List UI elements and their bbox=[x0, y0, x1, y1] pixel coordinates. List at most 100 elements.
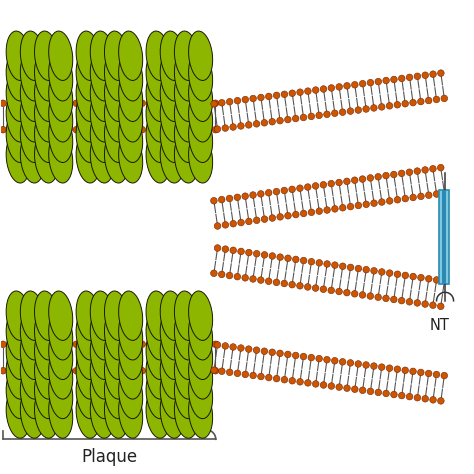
Circle shape bbox=[269, 349, 275, 356]
Circle shape bbox=[441, 190, 448, 196]
Circle shape bbox=[367, 293, 374, 300]
Circle shape bbox=[226, 195, 233, 202]
Circle shape bbox=[190, 127, 197, 133]
Circle shape bbox=[198, 341, 204, 347]
Circle shape bbox=[161, 367, 167, 374]
Circle shape bbox=[242, 371, 249, 378]
Ellipse shape bbox=[174, 291, 199, 340]
Circle shape bbox=[418, 98, 424, 105]
Circle shape bbox=[58, 100, 65, 107]
Circle shape bbox=[168, 367, 175, 374]
Ellipse shape bbox=[90, 134, 114, 183]
Ellipse shape bbox=[20, 330, 45, 380]
Ellipse shape bbox=[6, 31, 30, 81]
Circle shape bbox=[289, 377, 296, 384]
Circle shape bbox=[336, 384, 343, 391]
Circle shape bbox=[297, 283, 303, 289]
Circle shape bbox=[66, 127, 73, 133]
Circle shape bbox=[168, 100, 175, 107]
Circle shape bbox=[312, 381, 319, 387]
Circle shape bbox=[254, 250, 260, 257]
Circle shape bbox=[402, 100, 409, 107]
Circle shape bbox=[386, 198, 393, 204]
Circle shape bbox=[88, 341, 94, 347]
Ellipse shape bbox=[90, 310, 114, 360]
Ellipse shape bbox=[6, 310, 30, 360]
Ellipse shape bbox=[35, 134, 59, 183]
Circle shape bbox=[336, 288, 342, 295]
Circle shape bbox=[269, 215, 276, 221]
Circle shape bbox=[237, 345, 244, 351]
Circle shape bbox=[332, 262, 338, 268]
Ellipse shape bbox=[189, 134, 213, 183]
Ellipse shape bbox=[160, 389, 184, 438]
Circle shape bbox=[58, 341, 65, 347]
Ellipse shape bbox=[189, 330, 213, 380]
Circle shape bbox=[265, 374, 272, 381]
Circle shape bbox=[355, 265, 362, 272]
Circle shape bbox=[242, 96, 249, 103]
Ellipse shape bbox=[49, 369, 73, 419]
Circle shape bbox=[265, 278, 272, 284]
Ellipse shape bbox=[146, 369, 170, 419]
Ellipse shape bbox=[20, 350, 45, 399]
Circle shape bbox=[429, 165, 436, 172]
Ellipse shape bbox=[160, 52, 184, 101]
Circle shape bbox=[95, 127, 101, 133]
Ellipse shape bbox=[35, 113, 59, 163]
Circle shape bbox=[425, 97, 432, 104]
Ellipse shape bbox=[35, 72, 59, 121]
Circle shape bbox=[324, 261, 330, 267]
Circle shape bbox=[227, 369, 233, 375]
Circle shape bbox=[331, 357, 338, 364]
Circle shape bbox=[117, 127, 124, 133]
Circle shape bbox=[261, 348, 268, 355]
Circle shape bbox=[363, 201, 370, 208]
Circle shape bbox=[117, 367, 124, 374]
Circle shape bbox=[230, 124, 237, 130]
Circle shape bbox=[398, 297, 405, 304]
Ellipse shape bbox=[160, 134, 184, 183]
Circle shape bbox=[305, 88, 311, 94]
Circle shape bbox=[355, 107, 362, 113]
Ellipse shape bbox=[146, 92, 170, 142]
Circle shape bbox=[375, 294, 382, 301]
Ellipse shape bbox=[20, 389, 45, 438]
Circle shape bbox=[426, 275, 432, 282]
Circle shape bbox=[336, 179, 342, 186]
Circle shape bbox=[336, 83, 343, 90]
Ellipse shape bbox=[146, 72, 170, 121]
Circle shape bbox=[190, 367, 197, 374]
Circle shape bbox=[363, 362, 369, 368]
Circle shape bbox=[391, 76, 397, 83]
Circle shape bbox=[305, 380, 311, 386]
Ellipse shape bbox=[49, 72, 73, 121]
Ellipse shape bbox=[76, 369, 100, 419]
Ellipse shape bbox=[6, 330, 30, 380]
Circle shape bbox=[14, 341, 21, 347]
Circle shape bbox=[212, 127, 219, 133]
Ellipse shape bbox=[90, 291, 114, 340]
Ellipse shape bbox=[189, 92, 213, 142]
Circle shape bbox=[58, 367, 65, 374]
Circle shape bbox=[168, 127, 175, 133]
Circle shape bbox=[36, 341, 43, 347]
Circle shape bbox=[394, 101, 401, 108]
Ellipse shape bbox=[35, 291, 59, 340]
Ellipse shape bbox=[160, 369, 184, 419]
Circle shape bbox=[234, 273, 241, 280]
Circle shape bbox=[161, 100, 167, 107]
Circle shape bbox=[7, 100, 14, 107]
Ellipse shape bbox=[118, 389, 143, 438]
Ellipse shape bbox=[189, 72, 213, 121]
Ellipse shape bbox=[160, 31, 184, 81]
Circle shape bbox=[281, 91, 288, 98]
Circle shape bbox=[146, 100, 153, 107]
Circle shape bbox=[418, 369, 424, 376]
Circle shape bbox=[441, 372, 447, 379]
Ellipse shape bbox=[49, 52, 73, 101]
Circle shape bbox=[230, 220, 237, 227]
Circle shape bbox=[367, 79, 374, 86]
Circle shape bbox=[406, 169, 413, 175]
Circle shape bbox=[320, 182, 327, 188]
